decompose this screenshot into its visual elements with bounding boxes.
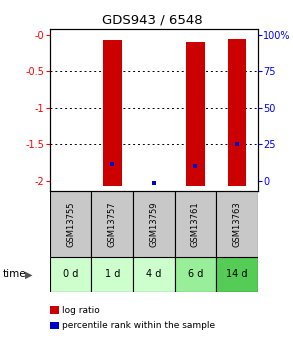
Bar: [133, 257, 175, 292]
Bar: [228, 39, 246, 186]
Text: GSM13759: GSM13759: [149, 201, 158, 247]
Text: 4 d: 4 d: [146, 269, 161, 279]
Bar: [50, 257, 91, 292]
Text: 14 d: 14 d: [226, 269, 248, 279]
Bar: [133, 191, 175, 257]
Bar: [50, 191, 91, 257]
Text: 1 d: 1 d: [105, 269, 120, 279]
Bar: [216, 191, 258, 257]
Bar: [216, 257, 258, 292]
Text: percentile rank within the sample: percentile rank within the sample: [62, 321, 215, 330]
Text: 6 d: 6 d: [188, 269, 203, 279]
Bar: [91, 257, 133, 292]
Text: GSM13757: GSM13757: [108, 201, 117, 247]
Text: ▶: ▶: [25, 269, 33, 279]
Text: log ratio: log ratio: [62, 306, 99, 315]
Text: time: time: [3, 269, 27, 279]
Bar: [186, 42, 205, 186]
Text: GSM13761: GSM13761: [191, 201, 200, 247]
Bar: [175, 191, 216, 257]
Text: GDS943 / 6548: GDS943 / 6548: [102, 14, 203, 27]
Text: 0 d: 0 d: [63, 269, 78, 279]
Bar: [175, 257, 216, 292]
Text: GSM13763: GSM13763: [233, 201, 241, 247]
Bar: [103, 40, 122, 186]
Text: GSM13755: GSM13755: [66, 201, 75, 247]
Bar: [91, 191, 133, 257]
